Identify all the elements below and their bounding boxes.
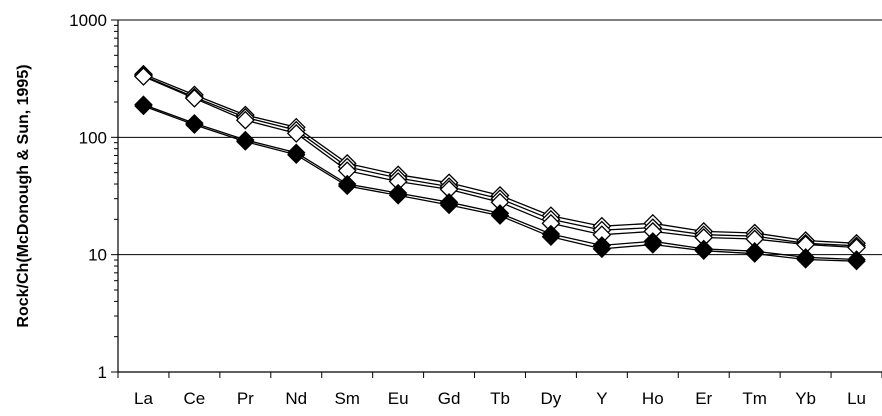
data-point-filled-diamond: [745, 244, 764, 263]
data-point-filled-diamond: [439, 195, 459, 215]
data-point-open-diamond: [134, 67, 153, 86]
data-point-filled-diamond: [185, 115, 204, 134]
x-tick-label: Y: [596, 389, 607, 408]
x-tick-label: La: [134, 389, 153, 408]
series-markers: [134, 64, 866, 271]
y-tick-label: 1000: [69, 11, 107, 30]
y-tick-label: 1: [98, 363, 107, 382]
x-tick-label: Ho: [642, 389, 664, 408]
data-point-filled-diamond: [134, 96, 153, 116]
data-point-filled-diamond: [287, 145, 306, 164]
data-point-open-diamond: [184, 88, 204, 108]
y-axis-label: Rock/Ch(McDonough & Sun, 1995): [15, 64, 32, 327]
data-point-filled-diamond: [388, 186, 408, 205]
x-tick-label: Eu: [388, 389, 409, 408]
x-tick-label: Pr: [237, 389, 254, 408]
x-tick-label: Lu: [847, 389, 866, 408]
data-point-filled-diamond: [592, 239, 612, 259]
y-tick-label: 10: [88, 246, 107, 265]
data-point-filled-diamond: [490, 206, 510, 225]
data-point-filled-diamond: [236, 132, 255, 151]
x-tick-label: Tb: [490, 389, 510, 408]
x-tick-label: Ce: [184, 389, 206, 408]
x-tick-label: Nd: [285, 389, 307, 408]
data-point-open-diamond: [235, 110, 255, 130]
data-point-filled-diamond: [796, 250, 815, 269]
x-tick-label: Dy: [541, 389, 562, 408]
x-tick-label: Er: [695, 389, 712, 408]
data-point-filled-diamond: [541, 227, 561, 247]
data-point-filled-diamond: [643, 235, 663, 254]
y-tick-label: 100: [79, 128, 107, 147]
data-point-filled-diamond: [847, 251, 866, 271]
x-tick-label: Tm: [742, 389, 767, 408]
x-tick-label: Gd: [438, 389, 461, 408]
data-point-filled-diamond: [694, 241, 713, 260]
data-point-filled-diamond: [337, 176, 357, 196]
data-point-open-diamond: [286, 123, 306, 143]
x-axis: La Ce Pr Nd Sm Eu Gd Tb Dy Y Ho Er Tm Yb Lu: [117, 371, 882, 408]
x-tick-label: Sm: [334, 389, 360, 408]
y-axis: 1 10 100 1000: [69, 11, 119, 382]
x-tick-label: Yb: [795, 389, 816, 408]
